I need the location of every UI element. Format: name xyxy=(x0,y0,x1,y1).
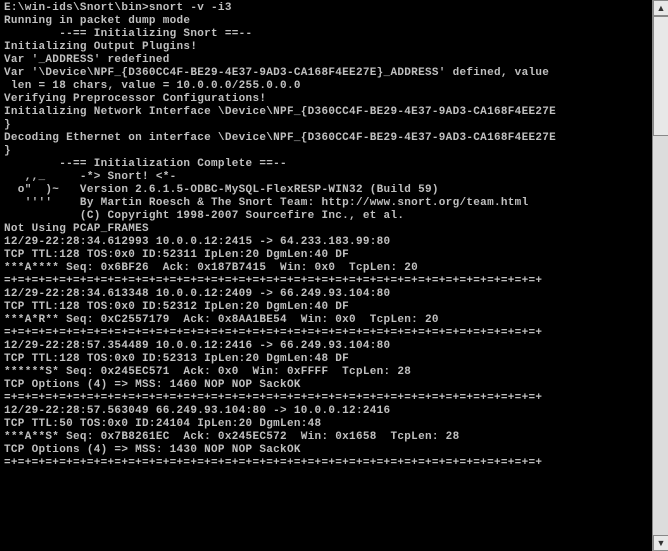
terminal-line: 12/29-22:28:57.354489 10.0.0.12:2416 -> … xyxy=(4,340,648,353)
terminal-line: =+=+=+=+=+=+=+=+=+=+=+=+=+=+=+=+=+=+=+=+… xyxy=(4,275,648,288)
terminal-line: 12/29-22:28:34.613348 10.0.0.12:2409 -> … xyxy=(4,288,648,301)
terminal-line: TCP TTL:50 TOS:0x0 ID:24104 IpLen:20 Dgm… xyxy=(4,418,648,431)
terminal-line: 12/29-22:28:57.563049 66.249.93.104:80 -… xyxy=(4,405,648,418)
terminal-line: Running in packet dump mode xyxy=(4,15,648,28)
terminal-line: TCP TTL:128 TOS:0x0 ID:52312 IpLen:20 Dg… xyxy=(4,301,648,314)
vertical-scrollbar[interactable]: ▲ ▼ xyxy=(652,0,668,551)
terminal-line: TCP Options (4) => MSS: 1430 NOP NOP Sac… xyxy=(4,444,648,457)
terminal-line: Initializing Network Interface \Device\N… xyxy=(4,106,648,119)
chevron-up-icon: ▲ xyxy=(657,3,666,13)
terminal-line: =+=+=+=+=+=+=+=+=+=+=+=+=+=+=+=+=+=+=+=+… xyxy=(4,457,648,470)
scroll-down-button[interactable]: ▼ xyxy=(653,535,668,551)
terminal-line: (C) Copyright 1998-2007 Sourcefire Inc.,… xyxy=(4,210,648,223)
terminal-line: E:\win-ids\Snort\bin>snort -v -i3 xyxy=(4,2,648,15)
terminal-line: len = 18 chars, value = 10.0.0.0/255.0.0… xyxy=(4,80,648,93)
terminal-line: Not Using PCAP_FRAMES xyxy=(4,223,648,236)
terminal-line: ***A**** Seq: 0x6BF26 Ack: 0x187B7415 Wi… xyxy=(4,262,648,275)
terminal-line: } xyxy=(4,145,648,158)
terminal-line: ******S* Seq: 0x245EC571 Ack: 0x0 Win: 0… xyxy=(4,366,648,379)
chevron-down-icon: ▼ xyxy=(657,538,666,548)
terminal-line: Var '\Device\NPF_{D360CC4F-BE29-4E37-9AD… xyxy=(4,67,648,80)
terminal-line: ,,_ -*> Snort! <*- xyxy=(4,171,648,184)
terminal-line: --== Initializing Snort ==-- xyxy=(4,28,648,41)
terminal-line: Verifying Preprocessor Configurations! xyxy=(4,93,648,106)
terminal-line: =+=+=+=+=+=+=+=+=+=+=+=+=+=+=+=+=+=+=+=+… xyxy=(4,392,648,405)
terminal-line: ***A*R** Seq: 0xC2557179 Ack: 0x8AA1BE54… xyxy=(4,314,648,327)
terminal-line: Decoding Ethernet on interface \Device\N… xyxy=(4,132,648,145)
terminal-line: TCP Options (4) => MSS: 1460 NOP NOP Sac… xyxy=(4,379,648,392)
terminal-line: TCP TTL:128 TOS:0x0 ID:52311 IpLen:20 Dg… xyxy=(4,249,648,262)
terminal-line: =+=+=+=+=+=+=+=+=+=+=+=+=+=+=+=+=+=+=+=+… xyxy=(4,327,648,340)
terminal-line: o" )~ Version 2.6.1.5-ODBC-MySQL-FlexRES… xyxy=(4,184,648,197)
terminal-line: '''' By Martin Roesch & The Snort Team: … xyxy=(4,197,648,210)
scrollbar-thumb[interactable] xyxy=(653,16,668,136)
terminal-output: E:\win-ids\Snort\bin>snort -v -i3Running… xyxy=(0,0,652,551)
terminal-line: Var '_ADDRESS' redefined xyxy=(4,54,648,67)
terminal-line: } xyxy=(4,119,648,132)
terminal-line: Initializing Output Plugins! xyxy=(4,41,648,54)
terminal-line: --== Initialization Complete ==-- xyxy=(4,158,648,171)
terminal-line: 12/29-22:28:34.612993 10.0.0.12:2415 -> … xyxy=(4,236,648,249)
scroll-up-button[interactable]: ▲ xyxy=(653,0,668,16)
terminal-line: TCP TTL:128 TOS:0x0 ID:52313 IpLen:20 Dg… xyxy=(4,353,648,366)
terminal-line: ***A**S* Seq: 0x7B8261EC Ack: 0x245EC572… xyxy=(4,431,648,444)
